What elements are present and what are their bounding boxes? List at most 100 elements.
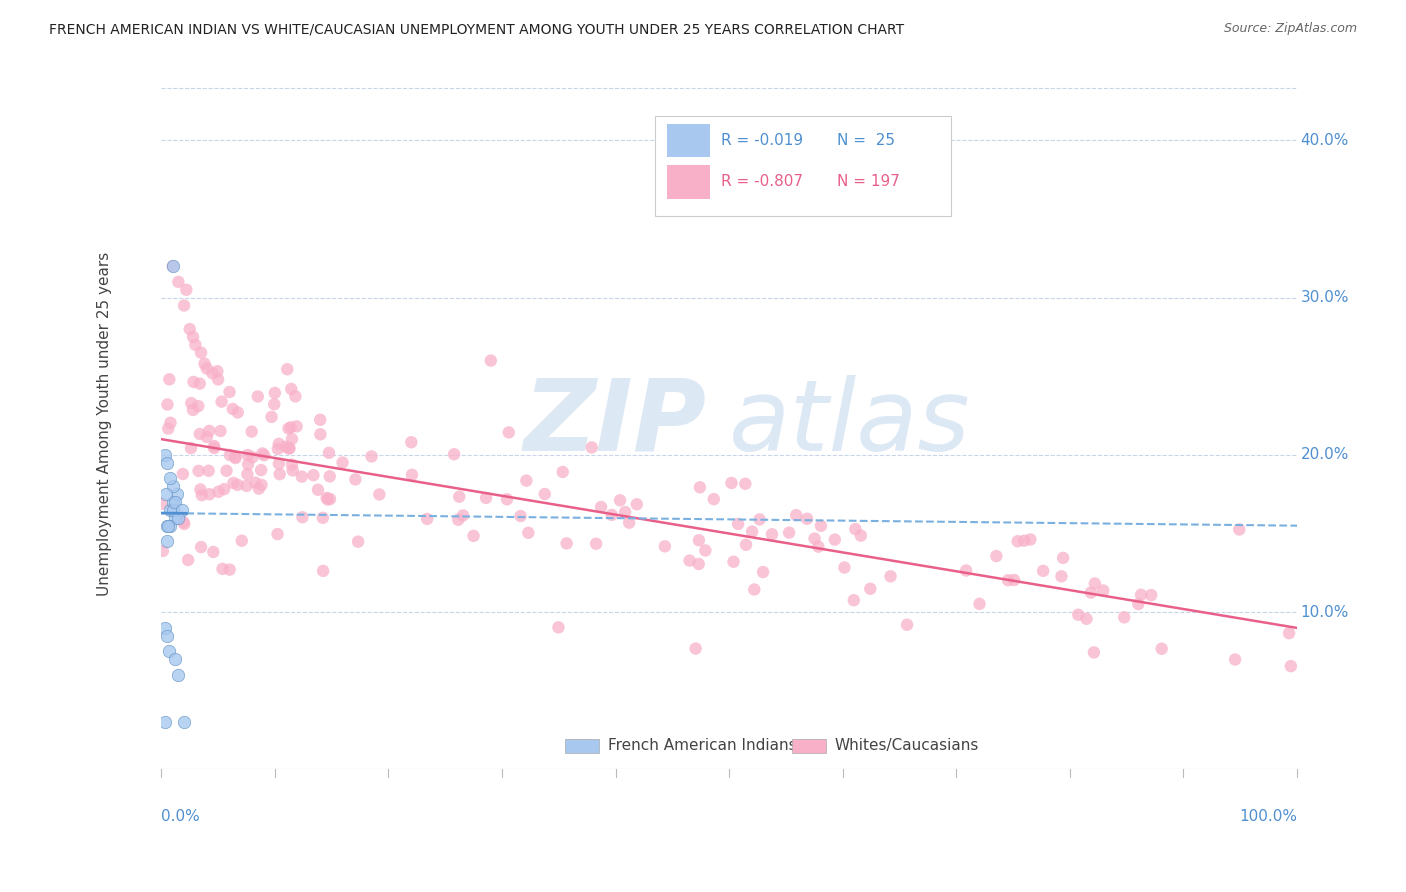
Point [157, 421, 180, 435]
Point [181, 330, 204, 344]
Point [689, 480, 711, 494]
Point [515, 474, 537, 488]
Point [245, 475, 267, 490]
Point [496, 492, 519, 507]
Point [184, 338, 207, 352]
Point [315, 491, 337, 505]
Point [309, 413, 332, 427]
Text: N = 197: N = 197 [837, 175, 900, 189]
Point [218, 563, 240, 577]
Point [1012, 533, 1035, 548]
Point [173, 715, 195, 730]
Point [212, 482, 235, 496]
Point [654, 539, 676, 553]
Point [727, 516, 749, 531]
Point [312, 511, 335, 525]
Text: 100.0%: 100.0% [1239, 809, 1298, 824]
Text: atlas: atlas [730, 375, 970, 472]
Point [211, 562, 233, 576]
Point [703, 492, 725, 507]
Point [195, 361, 218, 376]
Point [224, 451, 246, 466]
Point [155, 487, 177, 501]
Point [201, 366, 224, 380]
Point [167, 275, 190, 289]
Point [236, 448, 259, 462]
Point [179, 322, 201, 336]
Point [162, 479, 184, 493]
Point [547, 620, 569, 634]
Point [284, 389, 307, 403]
Point [741, 524, 763, 539]
Point [347, 534, 370, 549]
Point [969, 597, 991, 611]
Point [181, 403, 204, 417]
Point [810, 518, 832, 533]
Point [222, 401, 245, 416]
Point [600, 508, 623, 522]
Point [157, 518, 180, 533]
FancyBboxPatch shape [655, 115, 950, 216]
Point [332, 456, 354, 470]
Text: R = -0.807: R = -0.807 [721, 175, 803, 189]
Point [278, 441, 301, 455]
Point [156, 456, 179, 470]
Point [159, 518, 181, 533]
Point [163, 495, 186, 509]
Point [163, 511, 186, 525]
Point [159, 503, 181, 517]
Point [197, 464, 219, 478]
FancyBboxPatch shape [666, 165, 710, 199]
Point [803, 532, 825, 546]
Point [401, 467, 423, 482]
Point [688, 533, 710, 548]
Point [235, 479, 257, 493]
Point [277, 421, 299, 435]
Point [267, 437, 290, 451]
Point [449, 490, 471, 504]
Point [309, 427, 332, 442]
Point [250, 478, 273, 492]
Point [735, 538, 758, 552]
Point [190, 483, 212, 497]
Point [218, 384, 240, 399]
Point [1052, 550, 1074, 565]
Point [551, 465, 574, 479]
Point [211, 394, 233, 409]
Point [224, 450, 246, 464]
Point [156, 629, 179, 643]
Point [162, 259, 184, 273]
Point [180, 441, 202, 455]
Point [720, 475, 742, 490]
Text: FRENCH AMERICAN INDIAN VS WHITE/CAUCASIAN UNEMPLOYMENT AMONG YOUTH UNDER 25 YEAR: FRENCH AMERICAN INDIAN VS WHITE/CAUCASIA… [49, 22, 904, 37]
Point [153, 448, 176, 462]
Point [267, 442, 290, 456]
Point [226, 478, 249, 492]
Point [807, 540, 830, 554]
Text: Whites/Caucasians: Whites/Caucasians [835, 739, 979, 754]
Point [685, 641, 707, 656]
Point [207, 372, 229, 386]
Point [267, 457, 290, 471]
Point [401, 435, 423, 450]
Point [231, 533, 253, 548]
Point [319, 491, 342, 506]
Point [207, 484, 229, 499]
Point [1150, 641, 1173, 656]
Point [156, 534, 179, 549]
Text: 40.0%: 40.0% [1301, 133, 1348, 148]
Point [193, 357, 215, 371]
Point [269, 467, 291, 482]
Point [157, 644, 180, 658]
Text: Source: ZipAtlas.com: Source: ZipAtlas.com [1223, 22, 1357, 36]
Point [849, 529, 872, 543]
Point [744, 582, 766, 597]
Point [1279, 659, 1302, 673]
Point [291, 469, 314, 483]
Text: 20.0%: 20.0% [1301, 448, 1348, 462]
Point [1223, 652, 1246, 666]
Point [274, 440, 297, 454]
Point [166, 487, 188, 501]
Point [153, 715, 176, 730]
Point [278, 442, 301, 456]
